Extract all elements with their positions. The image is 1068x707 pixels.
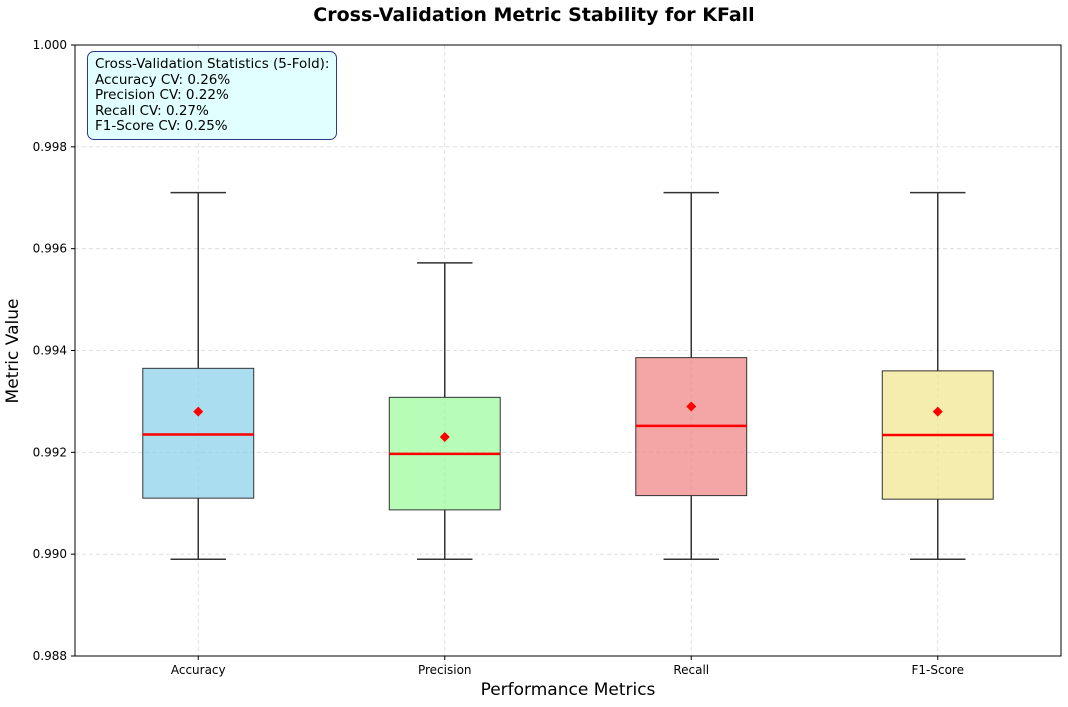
box-f1-score: [881, 191, 994, 561]
mean-marker: [193, 406, 204, 417]
y-axis-label: Metric Value: [3, 298, 23, 404]
x-tick-label: Precision: [418, 663, 472, 677]
iqr-box: [142, 367, 255, 499]
cv-statistics-title: Cross-Validation Statistics (5-Fold):: [95, 56, 330, 72]
chart-title: Cross-Validation Metric Stability for KF…: [313, 4, 755, 26]
y-tick-label: 0.988: [33, 649, 67, 663]
x-tick-label: Accuracy: [171, 663, 226, 677]
box-recall: [635, 191, 748, 561]
x-tick-label: Recall: [673, 663, 709, 677]
x-tick-label: F1-Score: [912, 663, 964, 677]
cv-stat-precision: Precision CV: 0.22%: [95, 87, 229, 103]
mean-marker: [932, 406, 943, 417]
y-tick-label: 0.998: [33, 140, 67, 154]
mean-marker: [439, 432, 450, 443]
cv-statistics-box: Cross-Validation Statistics (5-Fold): Ac…: [87, 51, 338, 140]
y-tick-label: 0.992: [33, 445, 67, 459]
y-tick-label: 0.996: [33, 242, 67, 256]
x-axis-label: Performance Metrics: [480, 680, 656, 700]
cv-stat-f1-score: F1-Score CV: 0.25%: [95, 118, 228, 134]
y-tick-label: 1.000: [33, 38, 67, 52]
cv-stat-accuracy: Accuracy CV: 0.26%: [95, 71, 231, 88]
axis-ticks: 0.988 0.990 0.992 0.994 0.996 0.998 1.000 Accur…: [33, 38, 964, 677]
y-tick-label: 0.994: [33, 344, 67, 358]
box-accuracy: [142, 191, 255, 561]
mean-marker: [686, 401, 697, 412]
box-layer: [142, 191, 994, 561]
box-precision: [388, 262, 501, 561]
y-tick-label: 0.990: [33, 547, 67, 561]
cv-stat-recall: Recall CV: 0.27%: [95, 102, 209, 119]
